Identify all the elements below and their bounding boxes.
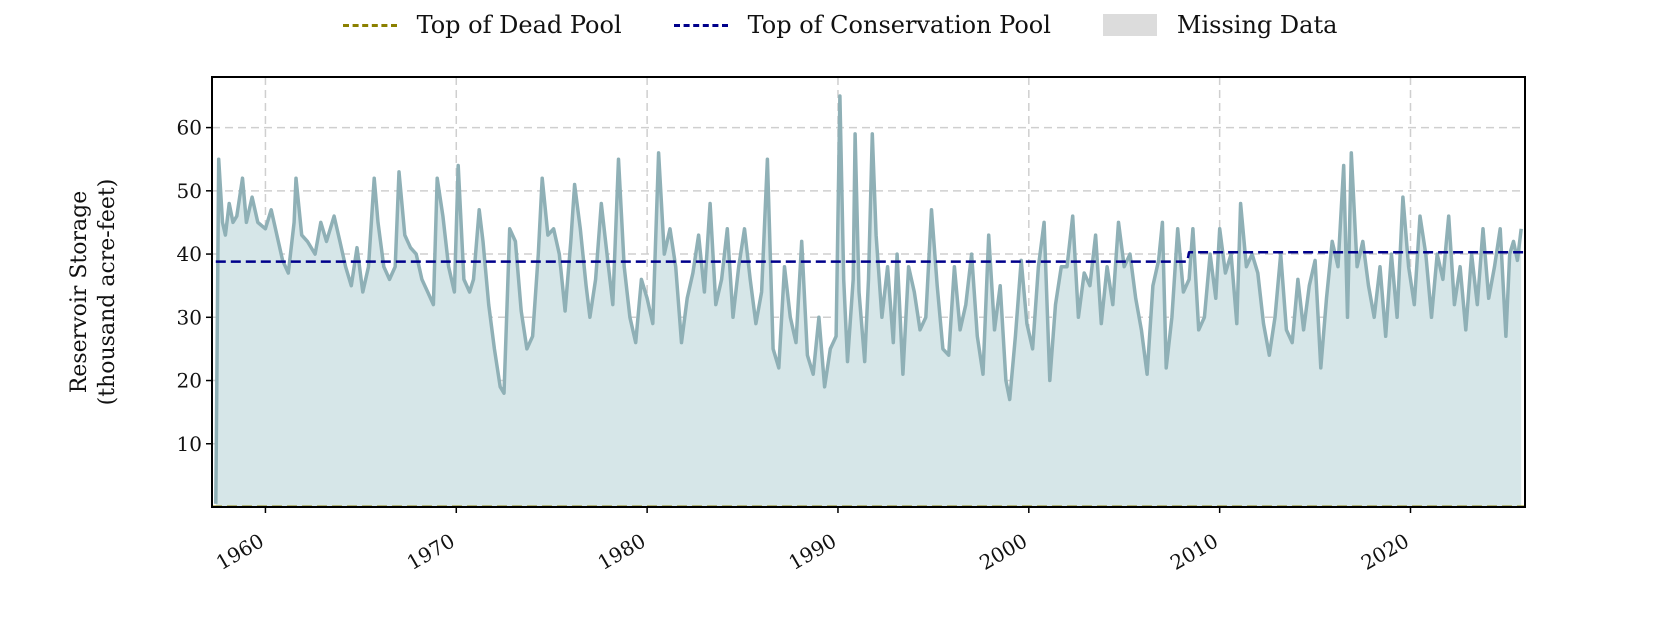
x-tick-label: 2010 <box>1166 529 1222 575</box>
storage-series-line <box>214 94 1523 504</box>
legend-swatch-line <box>673 23 728 27</box>
y-tick-label: 50 <box>177 179 202 203</box>
legend-item: Top of Conservation Pool <box>673 11 1051 39</box>
legend-item: Missing Data <box>1102 11 1338 39</box>
x-tick-label: 2020 <box>1357 529 1413 575</box>
y-tick-label: 40 <box>177 242 202 266</box>
y-axis-title-line-2: (thousand acre-feet) <box>95 179 120 406</box>
y-tick-label: 20 <box>177 369 202 393</box>
y-tick-label: 30 <box>177 305 202 329</box>
legend-swatch-line <box>342 23 397 27</box>
legend: Top of Dead Pool Top of Conservation Pool… <box>0 8 1680 42</box>
x-tick-label: 1980 <box>594 529 650 575</box>
series-line-top-of-conservation-pool <box>215 250 1524 263</box>
y-tick-label: 10 <box>177 432 202 456</box>
series-layer <box>212 94 1525 508</box>
legend-label: Missing Data <box>1176 11 1338 39</box>
x-axis: 1960 1970 1980 1990 2000 2010 2020 <box>212 507 1413 575</box>
x-tick-label: 2000 <box>975 529 1031 575</box>
y-axis: 10 20 30 40 50 60 <box>177 116 212 456</box>
legend-label: Top of Conservation Pool <box>747 11 1051 39</box>
plot-frame <box>211 76 1526 508</box>
y-axis-title-line-1: Reservoir Storage <box>67 191 92 394</box>
legend-item: Top of Dead Pool <box>342 11 622 39</box>
legend-label: Top of Dead Pool <box>416 11 622 39</box>
legend-swatch-box <box>1102 14 1157 36</box>
x-tick-label: 1970 <box>403 529 459 575</box>
y-tick-label: 60 <box>177 116 202 140</box>
x-tick-label: 1990 <box>784 529 840 575</box>
x-tick-label: 1960 <box>212 529 268 575</box>
